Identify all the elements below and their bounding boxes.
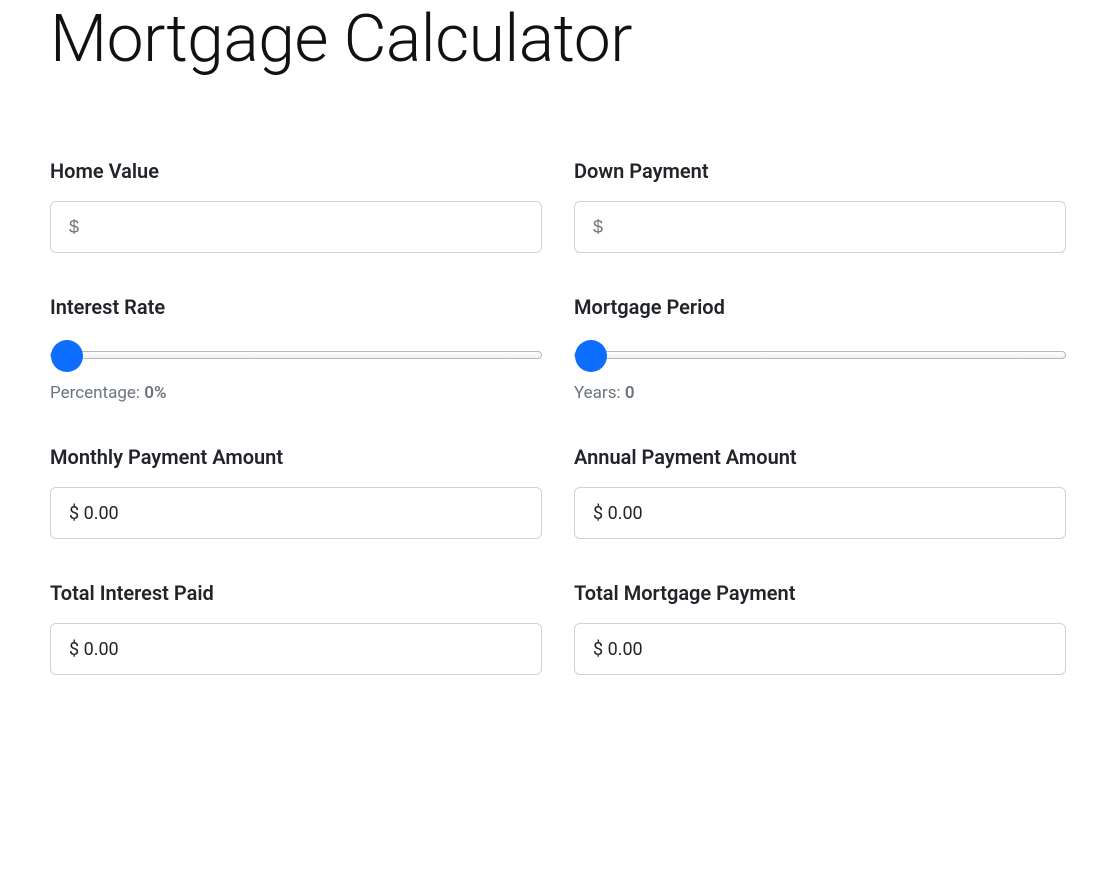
- down-payment-input[interactable]: [574, 201, 1066, 253]
- total-mortgage-label: Total Mortgage Payment: [574, 581, 1066, 605]
- mortgage-period-caption: Years: 0: [574, 383, 1066, 403]
- mortgage-period-caption-value: 0: [625, 383, 635, 403]
- total-mortgage-value: $ 0.00: [574, 623, 1066, 675]
- field-down-payment: Down Payment: [574, 159, 1066, 253]
- field-interest-rate: Interest Rate Percentage: 0%: [50, 295, 542, 403]
- annual-payment-label: Annual Payment Amount: [574, 445, 1066, 469]
- monthly-payment-label: Monthly Payment Amount: [50, 445, 542, 469]
- total-interest-value: $ 0.00: [50, 623, 542, 675]
- page-title: Mortgage Calculator: [50, 0, 1066, 79]
- mortgage-period-caption-prefix: Years:: [574, 383, 625, 403]
- field-total-mortgage: Total Mortgage Payment $ 0.00: [574, 581, 1066, 675]
- monthly-payment-value: $ 0.00: [50, 487, 542, 539]
- total-interest-label: Total Interest Paid: [50, 581, 542, 605]
- down-payment-label: Down Payment: [574, 159, 1066, 183]
- interest-rate-label: Interest Rate: [50, 295, 542, 319]
- form-grid: Home Value Down Payment Interest Rate Pe…: [50, 159, 1066, 675]
- field-mortgage-period: Mortgage Period Years: 0: [574, 295, 1066, 403]
- home-value-label: Home Value: [50, 159, 542, 183]
- interest-rate-caption-prefix: Percentage:: [50, 383, 144, 403]
- mortgage-period-slider[interactable]: [574, 351, 1066, 359]
- field-monthly-payment: Monthly Payment Amount $ 0.00: [50, 445, 542, 539]
- interest-rate-caption: Percentage: 0%: [50, 383, 542, 403]
- field-total-interest: Total Interest Paid $ 0.00: [50, 581, 542, 675]
- home-value-input[interactable]: [50, 201, 542, 253]
- interest-rate-slider[interactable]: [50, 351, 542, 359]
- field-home-value: Home Value: [50, 159, 542, 253]
- mortgage-period-label: Mortgage Period: [574, 295, 1066, 319]
- annual-payment-value: $ 0.00: [574, 487, 1066, 539]
- field-annual-payment: Annual Payment Amount $ 0.00: [574, 445, 1066, 539]
- interest-rate-caption-value: 0%: [144, 383, 166, 403]
